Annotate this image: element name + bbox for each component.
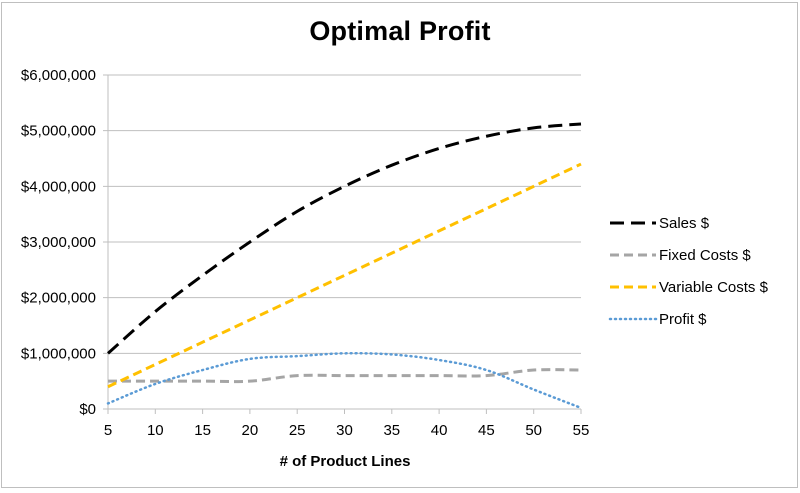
legend-label: Variable Costs $: [659, 279, 769, 296]
y-axis: $0 $1,000,000 $2,000,000 $3,000,000 $4,000,0…: [21, 67, 109, 418]
legend-label: Fixed Costs $: [659, 247, 751, 264]
series-line-sales: [107, 122, 582, 355]
legend-item: Profit $: [608, 311, 707, 328]
y-tick-label: $4,000,000: [21, 178, 96, 195]
legend-label: Profit $: [659, 311, 707, 328]
legend-item: Fixed Costs $: [610, 247, 751, 264]
y-tick-label: $3,000,000: [21, 234, 96, 251]
x-tick-label: 25: [289, 422, 306, 439]
series-lines: [106, 122, 583, 410]
x-tick-label: 15: [194, 422, 211, 439]
x-tick-label: 35: [383, 422, 400, 439]
legend-label: Sales $: [659, 215, 710, 232]
x-tick-label: 45: [478, 422, 495, 439]
legend-item: Variable Costs $: [610, 279, 769, 296]
y-tick-label: $5,000,000: [21, 123, 96, 140]
series-line-variable-costs: [107, 162, 582, 389]
x-axis-label: # of Product Lines: [280, 453, 411, 470]
x-tick-label: 50: [525, 422, 542, 439]
legend: Sales $ Fixed Costs $ Variable Costs $ Prof…: [608, 215, 769, 328]
x-tick-label: 55: [573, 422, 590, 439]
x-tick-label: 5: [104, 422, 112, 439]
series-line-profit: [106, 351, 583, 410]
x-tick-label: 30: [336, 422, 353, 439]
y-tick-label: $6,000,000: [21, 67, 96, 84]
chart-title: Optimal Profit: [309, 16, 491, 46]
legend-item: Sales $: [610, 215, 710, 232]
gridlines: [103, 74, 581, 410]
x-tick-label: 40: [431, 422, 448, 439]
x-axis: 5 10 15 20 25 30 35 40 45 50 55: [104, 409, 590, 439]
y-tick-label: $0: [79, 401, 96, 418]
y-tick-label: $2,000,000: [21, 290, 96, 307]
x-tick-label: 10: [147, 422, 164, 439]
x-tick-label: 20: [242, 422, 259, 439]
y-tick-label: $1,000,000: [21, 345, 96, 362]
